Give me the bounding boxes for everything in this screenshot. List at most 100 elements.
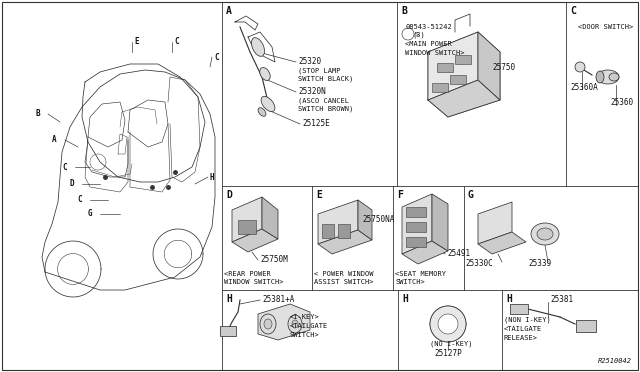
Text: <MAIN POWER: <MAIN POWER	[405, 41, 452, 47]
Ellipse shape	[288, 315, 302, 333]
Text: C: C	[570, 6, 576, 16]
Text: WINDOW SWITCH>: WINDOW SWITCH>	[224, 279, 284, 285]
Ellipse shape	[261, 96, 275, 112]
Polygon shape	[232, 229, 278, 252]
Text: 25381+A: 25381+A	[262, 295, 294, 305]
Circle shape	[438, 314, 458, 334]
Text: <DOOR SWITCH>: <DOOR SWITCH>	[578, 24, 633, 30]
Text: A: A	[52, 135, 57, 144]
Text: 25491: 25491	[447, 250, 470, 259]
Text: A: A	[226, 6, 232, 16]
Text: SWITCH BROWN): SWITCH BROWN)	[298, 106, 353, 112]
Text: (3): (3)	[412, 32, 425, 38]
Ellipse shape	[596, 71, 604, 83]
Text: 25381: 25381	[550, 295, 573, 305]
Polygon shape	[428, 80, 500, 117]
Text: 25339: 25339	[528, 260, 551, 269]
Bar	[450, 75, 466, 84]
Text: H: H	[506, 294, 512, 304]
Circle shape	[430, 306, 466, 342]
Ellipse shape	[264, 319, 272, 329]
Bar	[437, 63, 453, 72]
Text: SWITCH>: SWITCH>	[290, 332, 320, 338]
Bar	[406, 207, 426, 217]
Polygon shape	[478, 202, 512, 244]
Text: F: F	[397, 190, 403, 200]
Text: 25360: 25360	[610, 98, 633, 107]
Text: E: E	[134, 38, 139, 46]
Polygon shape	[402, 194, 432, 254]
Text: G: G	[468, 190, 474, 200]
Text: (ASCO CANCEL: (ASCO CANCEL	[298, 98, 349, 104]
Text: 25330C: 25330C	[465, 260, 493, 269]
Ellipse shape	[258, 108, 266, 116]
Bar	[510, 304, 528, 314]
Bar	[406, 237, 426, 247]
Text: WINDOW SWITCH>: WINDOW SWITCH>	[405, 50, 465, 56]
Ellipse shape	[252, 38, 264, 56]
Bar	[576, 320, 596, 332]
Text: (NO I-KEY): (NO I-KEY)	[430, 341, 472, 347]
Text: H: H	[226, 294, 232, 304]
Text: E: E	[316, 190, 322, 200]
Bar	[338, 224, 350, 238]
Polygon shape	[428, 32, 478, 100]
Text: 25125E: 25125E	[302, 119, 330, 128]
Polygon shape	[478, 232, 526, 254]
Text: 25320N: 25320N	[298, 87, 326, 96]
Polygon shape	[432, 194, 448, 251]
Text: 25360A: 25360A	[570, 83, 598, 92]
Text: <TAILGATE: <TAILGATE	[504, 326, 542, 332]
Text: B: B	[35, 109, 40, 119]
Text: (STOP LAMP: (STOP LAMP	[298, 68, 340, 74]
Text: S: S	[415, 32, 419, 36]
Polygon shape	[262, 197, 278, 239]
Polygon shape	[318, 230, 372, 254]
Ellipse shape	[597, 70, 619, 84]
Text: H: H	[402, 294, 408, 304]
Text: <I-KEY>: <I-KEY>	[290, 314, 320, 320]
Text: SWITCH BLACK): SWITCH BLACK)	[298, 76, 353, 82]
Polygon shape	[258, 304, 310, 340]
Text: R2510042: R2510042	[598, 358, 632, 364]
Text: 08543-51242: 08543-51242	[405, 24, 452, 30]
Polygon shape	[358, 200, 372, 240]
Text: C: C	[174, 38, 179, 46]
Text: RELEASE>: RELEASE>	[504, 335, 538, 341]
Text: H: H	[210, 173, 214, 182]
Text: < POWER WINDOW: < POWER WINDOW	[314, 271, 374, 277]
Text: C: C	[62, 163, 67, 171]
Circle shape	[575, 62, 585, 72]
Text: D: D	[226, 190, 232, 200]
Bar	[322, 224, 334, 238]
Text: (NON I-KEY): (NON I-KEY)	[504, 317, 551, 323]
Bar	[238, 220, 256, 234]
Ellipse shape	[531, 223, 559, 245]
Text: 25750NA: 25750NA	[362, 215, 394, 224]
Polygon shape	[232, 197, 262, 242]
Text: 25750: 25750	[492, 62, 515, 71]
Text: 25127P: 25127P	[434, 350, 461, 359]
Text: <REAR POWER: <REAR POWER	[224, 271, 271, 277]
Text: D: D	[69, 180, 74, 189]
Bar	[455, 55, 471, 64]
Polygon shape	[318, 200, 358, 244]
Text: 25750M: 25750M	[260, 256, 288, 264]
Text: B: B	[401, 6, 407, 16]
Text: <SEAT MEMORY: <SEAT MEMORY	[395, 271, 446, 277]
Bar	[432, 83, 448, 92]
Polygon shape	[402, 241, 448, 264]
Bar	[220, 326, 236, 336]
Text: C: C	[214, 52, 219, 61]
Bar	[406, 222, 426, 232]
Text: <TAILGATE: <TAILGATE	[290, 323, 328, 329]
Ellipse shape	[292, 320, 298, 328]
Text: ASSIST SWITCH>: ASSIST SWITCH>	[314, 279, 374, 285]
Ellipse shape	[537, 228, 553, 240]
Text: 25320: 25320	[298, 58, 321, 67]
Polygon shape	[478, 32, 500, 100]
Text: G: G	[88, 209, 92, 218]
Text: SWITCH>: SWITCH>	[395, 279, 425, 285]
Ellipse shape	[260, 314, 276, 334]
Ellipse shape	[260, 68, 270, 80]
